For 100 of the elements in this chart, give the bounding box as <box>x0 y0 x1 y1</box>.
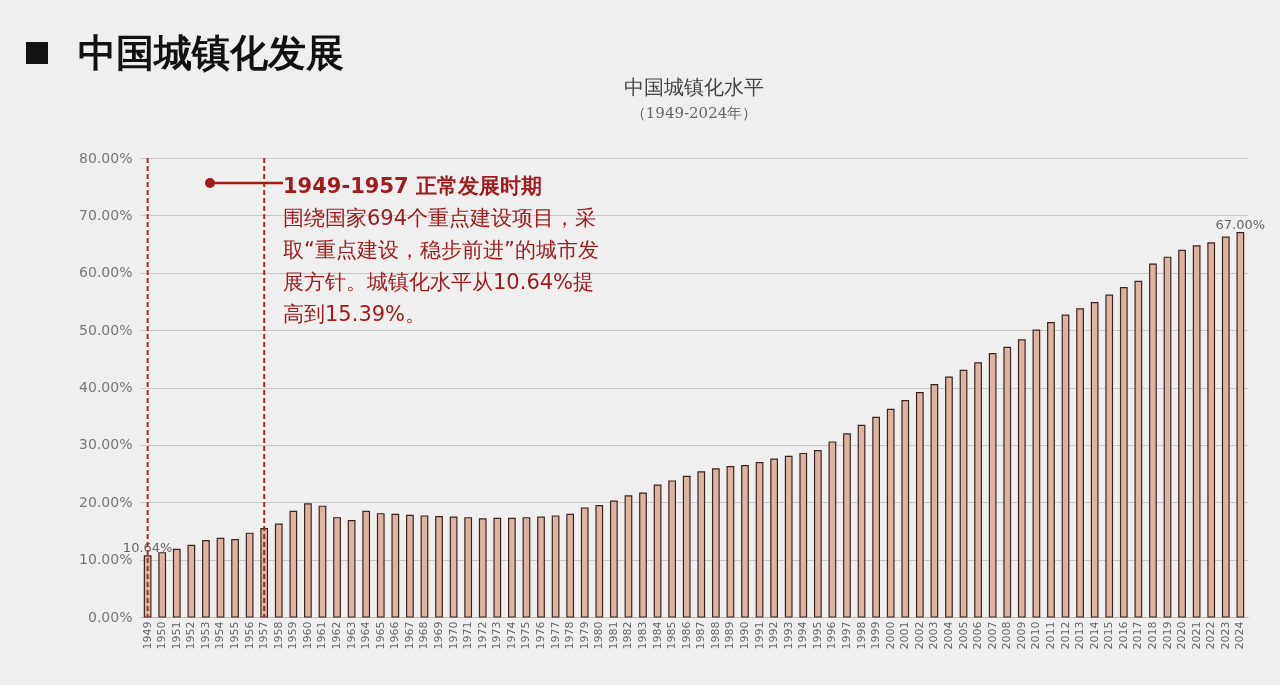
bar <box>274 523 283 618</box>
x-tick-label: 2013 <box>1073 621 1087 650</box>
bar <box>755 462 764 618</box>
bar <box>172 548 181 618</box>
x-tick-label: 1966 <box>388 621 402 650</box>
bar <box>1119 287 1128 618</box>
x-tick-label: 1979 <box>577 621 591 650</box>
bar <box>653 484 662 618</box>
x-tick-label: 1963 <box>344 621 358 650</box>
x-tick-label: 2006 <box>971 621 985 650</box>
x-tick-label: 2014 <box>1087 621 1101 650</box>
bar <box>901 400 910 618</box>
bar <box>915 392 924 618</box>
bar <box>391 513 400 618</box>
bar <box>537 516 545 618</box>
bar <box>974 362 982 618</box>
bar <box>216 537 225 618</box>
bar <box>406 514 414 618</box>
x-tick-label: 2010 <box>1029 621 1043 650</box>
x-tick-label: 1970 <box>446 621 460 650</box>
bar <box>1178 249 1186 618</box>
x-tick-label: 2007 <box>985 621 999 650</box>
x-tick-label: 2003 <box>927 621 941 650</box>
y-tick-label: 30.00% <box>79 436 133 453</box>
bar <box>435 515 443 618</box>
x-tick-label: 1993 <box>781 621 795 650</box>
bar <box>1032 329 1041 618</box>
bar <box>1163 256 1172 618</box>
x-tick-label: 1987 <box>694 621 708 650</box>
x-tick-label: 1994 <box>796 621 810 650</box>
x-tick-label: 1978 <box>563 621 577 650</box>
bar <box>959 369 968 618</box>
x-tick-label: 1971 <box>461 621 475 650</box>
x-tick-label: 1985 <box>665 621 679 650</box>
x-tick-label: 1953 <box>198 621 212 650</box>
x-tick-label: 1984 <box>650 621 664 650</box>
bar <box>711 468 720 618</box>
x-tick-label: 1951 <box>169 621 183 650</box>
bar <box>478 518 487 618</box>
x-tick-label: 1988 <box>708 621 722 650</box>
bar <box>1076 308 1084 618</box>
y-tick-label: 20.00% <box>79 493 133 510</box>
bar <box>522 517 531 618</box>
bar <box>1207 242 1216 618</box>
x-tick-label: 1974 <box>504 621 518 650</box>
bar <box>289 510 298 618</box>
bar <box>304 503 312 618</box>
y-tick-label: 80.00% <box>79 149 133 166</box>
bar <box>624 495 633 618</box>
x-tick-label: 1997 <box>839 621 853 650</box>
x-tick-label: 2015 <box>1102 621 1116 650</box>
x-tick-label: 1960 <box>300 621 314 650</box>
bar <box>231 538 239 618</box>
bar <box>1061 314 1070 618</box>
bar <box>420 515 429 618</box>
text: 中国城镇化发展 <box>78 30 344 77</box>
bar <box>1236 231 1245 618</box>
x-tick-label: 2001 <box>898 621 912 650</box>
x-tick-label: 1976 <box>534 621 548 650</box>
x-tick-label: 2012 <box>1058 621 1072 650</box>
x-tick-label: 2021 <box>1189 621 1203 650</box>
x-tick-label: 1956 <box>242 621 256 650</box>
x-tick-label: 1983 <box>636 621 650 650</box>
bar <box>843 433 851 618</box>
x-tick-label: 2020 <box>1175 621 1189 650</box>
x-tick-label: 1990 <box>737 621 751 650</box>
bar <box>580 507 589 618</box>
bar <box>639 492 647 618</box>
x-tick-label: 1975 <box>519 621 533 650</box>
x-tick-label: 2000 <box>883 621 897 650</box>
bar <box>1221 236 1230 618</box>
x-tick-label: 1995 <box>810 621 824 650</box>
bar <box>770 458 779 618</box>
bar <box>202 540 210 618</box>
y-tick-label: 60.00% <box>79 264 133 281</box>
x-tick-label: 1977 <box>548 621 562 650</box>
y-tick-label: 70.00% <box>79 206 133 223</box>
x-tick-label: 1954 <box>213 621 227 650</box>
bar <box>857 424 866 618</box>
bar <box>1105 294 1114 618</box>
bar <box>609 500 618 618</box>
bar <box>886 408 895 618</box>
bar <box>551 515 560 618</box>
x-tick-label: 1972 <box>475 621 489 650</box>
bar <box>813 450 822 618</box>
x-tick-label: 1965 <box>373 621 387 650</box>
bar <box>828 441 837 618</box>
bar <box>741 464 749 618</box>
bar <box>1192 245 1201 618</box>
x-tick-label: 2004 <box>941 621 955 650</box>
bar <box>1047 322 1055 618</box>
bar <box>988 353 997 618</box>
x-tick-label: 2016 <box>1116 621 1130 650</box>
bar <box>697 471 706 618</box>
bar <box>668 480 677 618</box>
x-tick-label: 1998 <box>854 621 868 650</box>
bar <box>945 376 953 618</box>
bar <box>682 475 691 618</box>
bar <box>930 384 939 618</box>
x-tick-label: 1958 <box>271 621 285 650</box>
